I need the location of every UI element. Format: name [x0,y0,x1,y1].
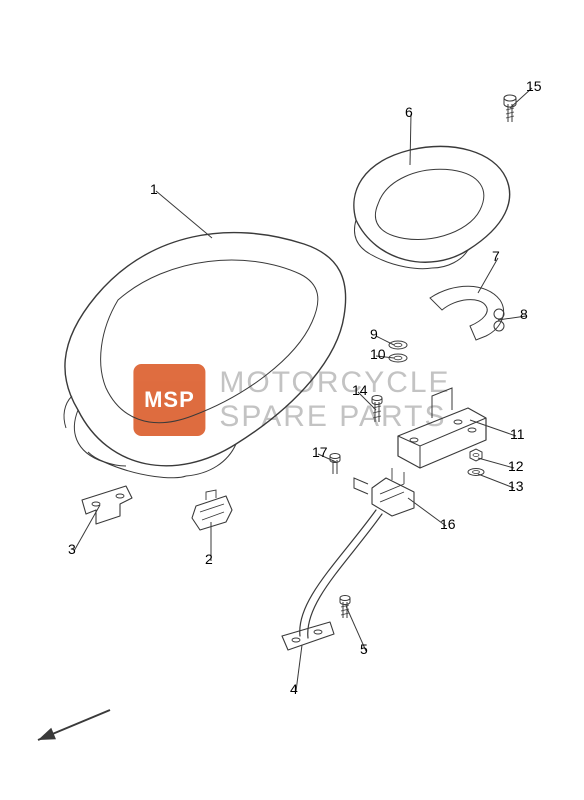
callout-6: 6 [405,104,413,120]
callout-17: 17 [312,444,328,460]
callout-15: 15 [526,78,542,94]
callout-8: 8 [520,306,528,322]
callout-9: 9 [370,326,378,342]
callout-14: 14 [352,382,368,398]
callout-2: 2 [205,551,213,567]
callout-7: 7 [492,248,500,264]
callout-3: 3 [68,541,76,557]
callout-16: 16 [440,516,456,532]
callout-5: 5 [360,641,368,657]
parts-diagram-svg [0,0,584,800]
callout-12: 12 [508,458,524,474]
callout-13: 13 [508,478,524,494]
callout-4: 4 [290,681,298,697]
diagram-stage: MSP MOTORCYCLE SPARE PARTS 1234567891011… [0,0,584,800]
callout-11: 11 [510,426,525,442]
direction-arrow [38,710,110,740]
callout-1: 1 [150,181,158,197]
callout-10: 10 [370,346,386,362]
